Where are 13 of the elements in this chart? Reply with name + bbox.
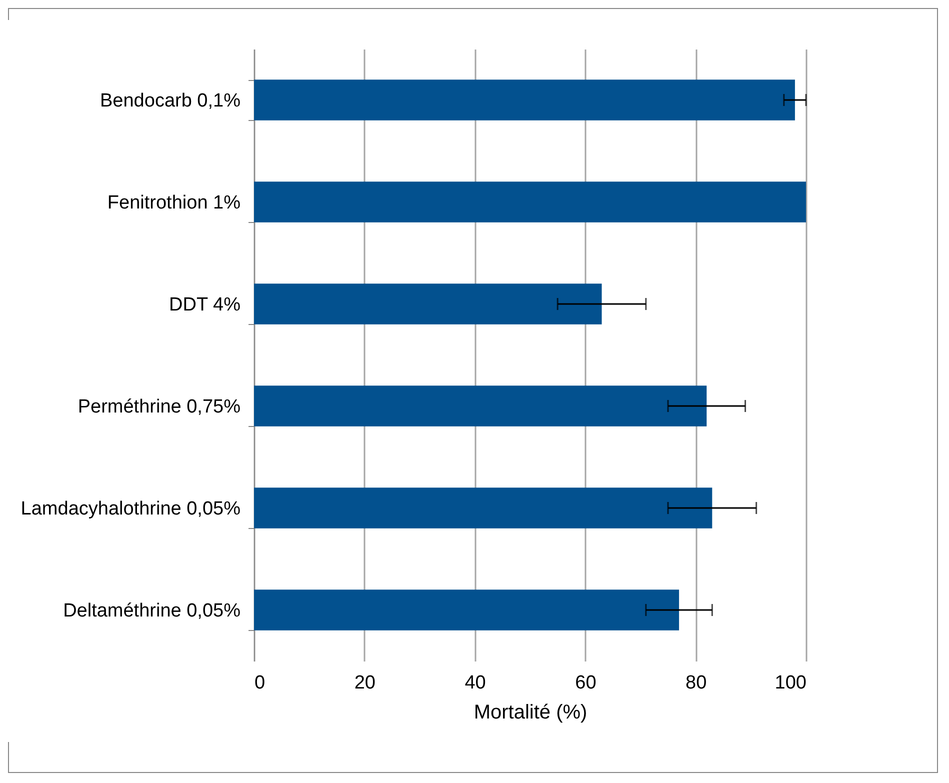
y-tick-label: DDT 4% [169, 294, 241, 316]
x-tick-label: 0 [254, 672, 266, 694]
y-tick-label: Fenitrothion 1% [107, 192, 241, 214]
x-tick-label: 100 [774, 672, 806, 694]
y-tick-label: Perméthrine 0,75% [78, 396, 241, 418]
y-tick-label: Lamdacyhalothrine 0,05% [20, 498, 241, 520]
y-tick-label: Deltaméthrine 0,05% [63, 600, 241, 622]
x-tick-label: 80 [686, 672, 707, 694]
x-axis-title: Mortalité (%) [474, 702, 588, 724]
x-tick-label: 20 [354, 672, 376, 694]
x-tick-label: 60 [575, 672, 596, 694]
x-tick-label: 40 [464, 672, 486, 694]
y-tick-label: Bendocarb 0,1% [100, 90, 241, 112]
